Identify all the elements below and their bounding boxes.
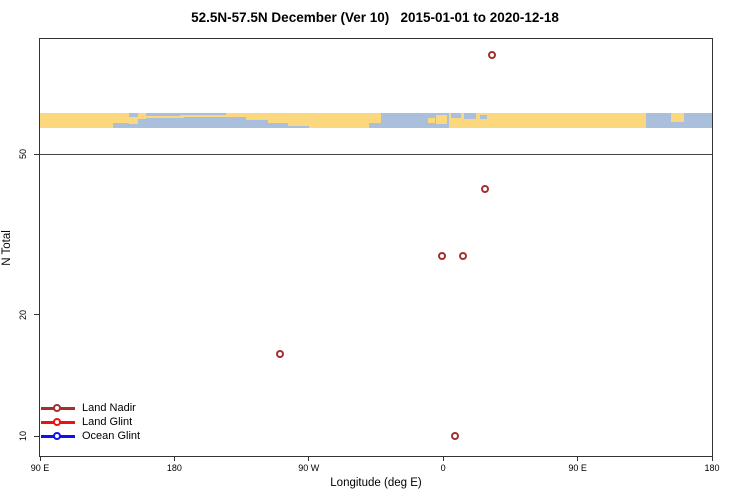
land-nadir-circle-icon [53, 404, 61, 412]
world-map-strip [40, 113, 712, 128]
y-axis-title: N Total [1, 230, 13, 266]
x-axis-tick [308, 456, 310, 461]
x-axis-tick-label: 90 E [30, 463, 50, 473]
legend-row-land-glint: Land Glint [41, 415, 191, 429]
data-point [488, 51, 497, 60]
data-point [437, 251, 446, 260]
y-axis-tick-label: 50 [18, 149, 28, 160]
land-glint-line-swatch [41, 418, 75, 426]
land-nadir-line-swatch [41, 404, 75, 412]
x-axis-tick-label: 90 W [298, 463, 320, 473]
legend: Land Nadir Land Glint Ocean Glint [41, 401, 191, 443]
reference-line-50 [40, 154, 712, 155]
x-axis-tick [39, 456, 41, 461]
x-axis-tick [577, 456, 579, 461]
chart-title: 52.5N-57.5N December (Ver 10) 2015-01-01… [191, 10, 559, 25]
y-axis-tick-label: 10 [18, 430, 28, 442]
data-point [276, 349, 285, 358]
legend-label: Land Nadir [82, 402, 136, 414]
x-axis-tick [442, 456, 444, 461]
legend-row-ocean-glint: Ocean Glint [41, 429, 191, 443]
land-glint-circle-icon [53, 418, 61, 426]
x-axis-tick-label: 0 [440, 463, 446, 473]
y-axis-tick [34, 435, 39, 437]
x-axis-tick [711, 456, 713, 461]
legend-row-land-nadir: Land Nadir [41, 401, 191, 415]
legend-label: Ocean Glint [82, 430, 141, 442]
y-axis-tick [34, 314, 39, 316]
y-axis-tick-label: 20 [18, 309, 28, 320]
legend-label: Land Glint [82, 416, 133, 428]
ocean-glint-circle-icon [53, 432, 61, 440]
x-axis-tick-label: 90 E [568, 463, 587, 473]
data-point [451, 432, 460, 440]
data-point [458, 251, 467, 260]
x-axis-tick [173, 456, 175, 461]
y-axis-tick [34, 153, 39, 155]
x-axis-tick-label: 180 [166, 463, 182, 473]
data-point [481, 185, 489, 194]
inland-seas [451, 113, 487, 119]
x-axis-title: Longitude (deg E) [330, 477, 422, 489]
ocean-glint-line-swatch [41, 432, 75, 440]
x-axis-tick-label: 180 [704, 463, 720, 473]
land-masses [40, 113, 684, 128]
plot-area: 90 E 180 90 W 0 90 E 180 10 20 50 Longitude (de… [1, 38, 720, 489]
